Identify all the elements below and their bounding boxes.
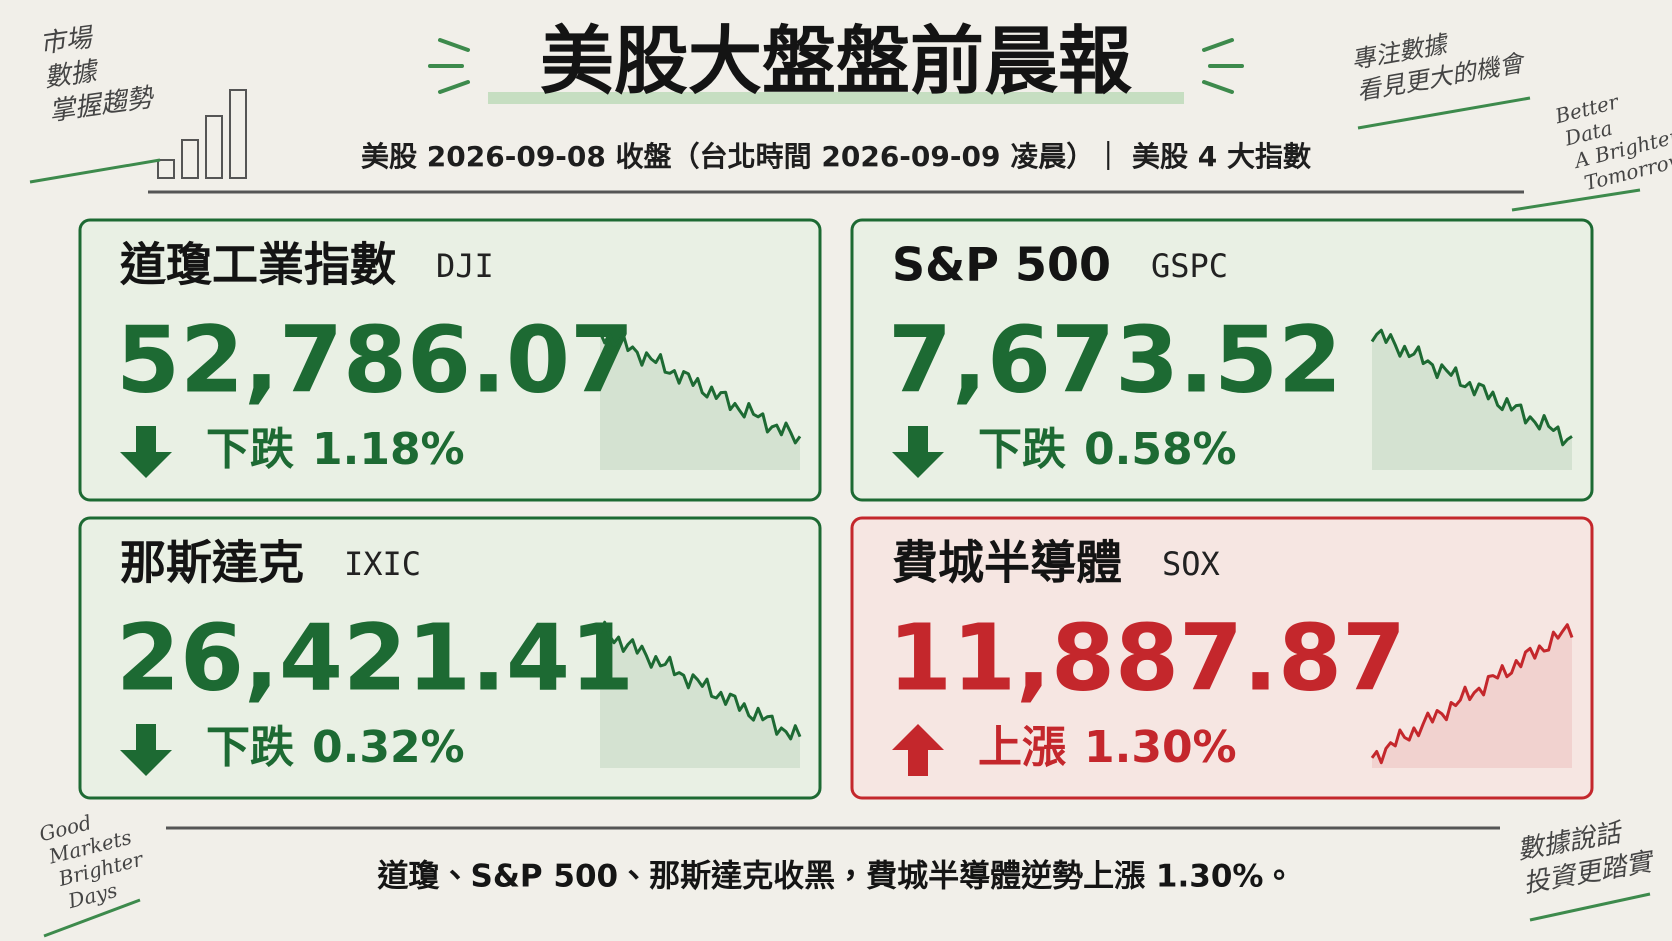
index-value: 7,673.52 (888, 306, 1342, 413)
direction-arrow (892, 724, 944, 776)
subtitle: 美股 2026-09-08 收盤（台北時間 2026-09-09 凌晨）｜ 美股… (361, 140, 1311, 173)
index-name: S&P 500 (892, 238, 1111, 292)
index-card: 那斯達克 IXIC 26,421.41 下跌 0.32% (78, 516, 822, 800)
footer-summary: 道瓊、S&P 500、那斯達克收黑，費城半導體逆勢上漲 1.30%。 (377, 859, 1295, 895)
card-frame (850, 218, 1594, 502)
index-card: S&P 500 GSPC 7,673.52 下跌 0.58% (850, 218, 1594, 502)
card-frame (78, 218, 822, 502)
sparkline-area (1372, 330, 1572, 470)
card-frame (78, 516, 822, 800)
note-underline (1529, 892, 1651, 922)
sparkline (1370, 328, 1573, 447)
index-value: 11,887.87 (888, 604, 1406, 711)
title-highlight (488, 92, 1184, 104)
direction-label: 下跌 (206, 424, 294, 475)
index-name: 費城半導體 (892, 536, 1122, 590)
note-underline (1357, 96, 1531, 130)
index-value: 26,421.41 (116, 604, 634, 711)
direction-label: 下跌 (978, 424, 1066, 475)
change-percent: 1.18% (312, 424, 465, 475)
doodle-bars (29, 89, 247, 184)
index-code: IXIC (344, 545, 421, 583)
direction-label: 下跌 (206, 722, 294, 773)
index-value: 52,786.07 (116, 306, 634, 413)
note-underline (1511, 188, 1641, 212)
direction-label: 上漲 (978, 722, 1066, 773)
sparkline (1370, 623, 1574, 765)
direction-arrow (892, 426, 944, 478)
index-card: 道瓊工業指數 DJI 52,786.07 下跌 1.18% (78, 218, 822, 502)
change-percent: 1.30% (1084, 722, 1237, 773)
index-name: 那斯達克 (120, 536, 304, 590)
title-decoration (428, 38, 1244, 94)
card-frame (850, 516, 1594, 800)
change-percent: 0.32% (312, 722, 465, 773)
sparkline-area (600, 622, 800, 768)
direction-arrow (120, 724, 172, 776)
sparkline (598, 620, 802, 741)
index-name: 道瓊工業指數 (119, 238, 396, 292)
index-code: DJI (436, 247, 494, 285)
index-code: SOX (1162, 545, 1220, 583)
sparkline (598, 331, 802, 445)
change-percent: 0.58% (1084, 424, 1237, 475)
index-card: 費城半導體 SOX 11,887.87 上漲 1.30% (850, 516, 1594, 800)
sparkline-area (600, 332, 800, 470)
title: 美股大盤盤前晨報 (540, 19, 1132, 105)
index-code: GSPC (1151, 247, 1228, 285)
cards: 道瓊工業指數 DJI 52,786.07 下跌 1.18% S&P 500 GSPC 7,67… (78, 218, 1594, 800)
note-underline (43, 898, 141, 938)
direction-arrow (120, 426, 172, 478)
